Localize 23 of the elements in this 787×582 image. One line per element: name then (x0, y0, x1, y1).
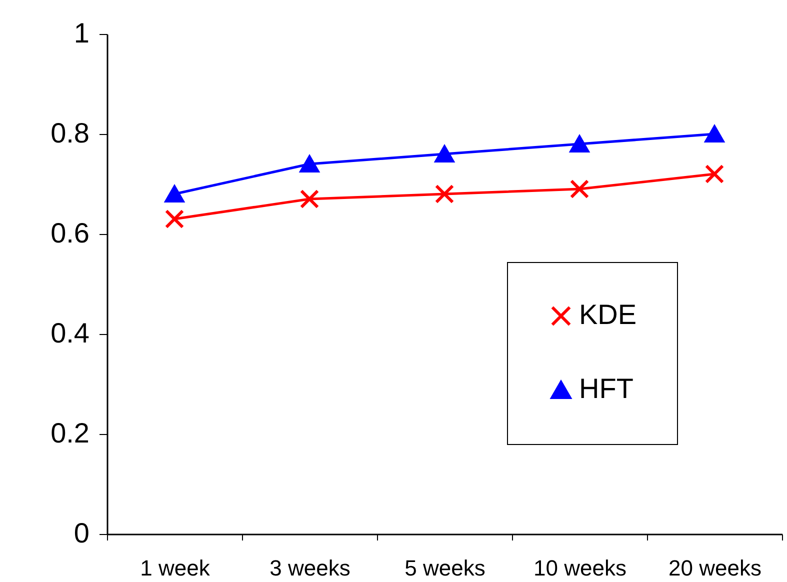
point (434, 146, 454, 162)
y-tick-label: 0.4 (50, 318, 90, 348)
point (704, 126, 724, 142)
legend-label: KDE (579, 299, 637, 330)
y-tick-label: 1 (74, 18, 90, 48)
point (164, 209, 184, 229)
point (300, 189, 320, 209)
x-tick-label: 1 week (140, 556, 211, 580)
y-tick-label: 0.6 (50, 218, 90, 248)
point (164, 186, 184, 202)
point (300, 156, 320, 172)
point (704, 164, 724, 184)
x-tick-label: 5 weeks (404, 556, 486, 580)
point (434, 184, 454, 204)
y-tick-label: 0 (74, 518, 90, 548)
legend-label: HFT (579, 373, 634, 404)
point (570, 136, 590, 152)
x-tick-label: 3 weeks (270, 556, 350, 580)
y-tick-label: 0.2 (50, 418, 90, 448)
y-tick-label: 0.8 (50, 118, 90, 148)
x-tick-label: 20 weeks (668, 556, 762, 580)
point (570, 179, 590, 199)
x-tick-label: 10 weeks (534, 556, 626, 580)
